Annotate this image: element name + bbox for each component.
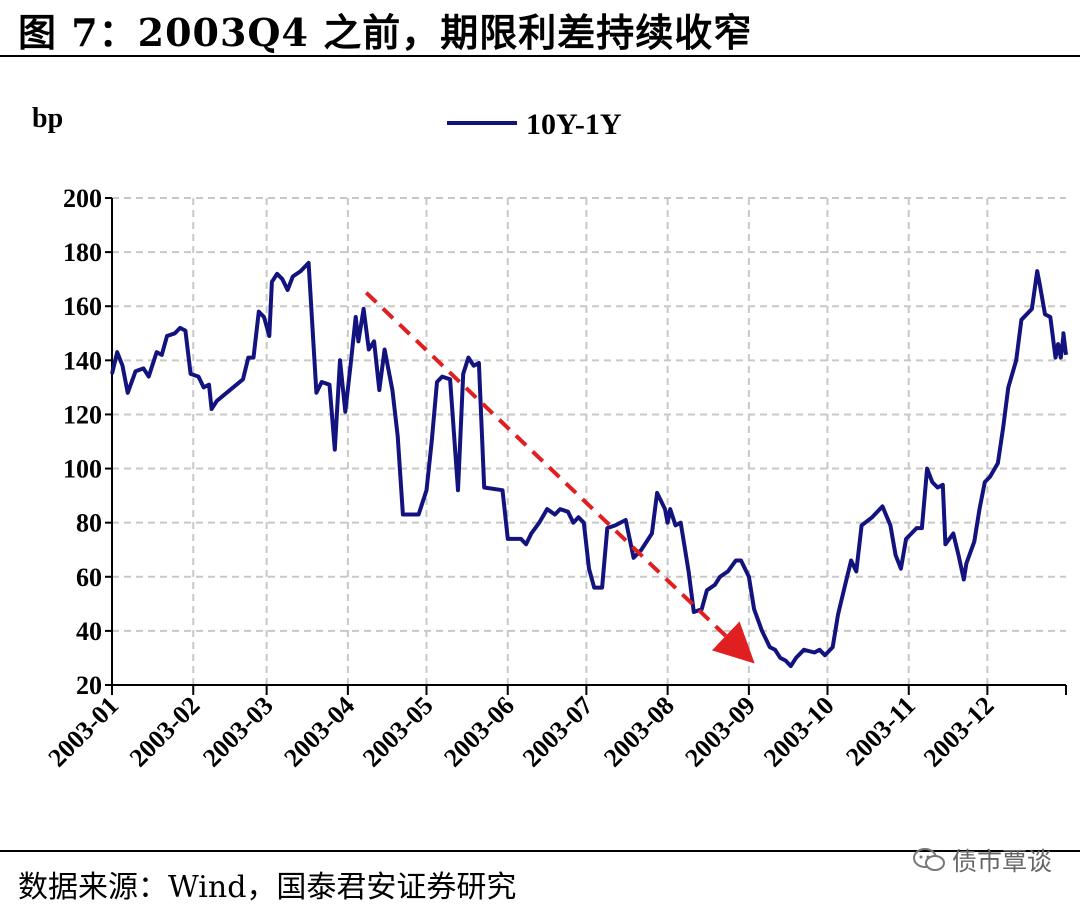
y-tick-label: 160 (63, 292, 102, 321)
trend-arrow (364, 291, 755, 664)
annotations (364, 291, 755, 664)
x-tick-label: 2003-07 (517, 691, 599, 773)
y-tick-label: 100 (63, 455, 102, 484)
axes: 20 40 60 80 100 120 140 160 180 200 2003-01 2003-02… (42, 184, 1067, 773)
x-tick-label: 2003-01 (42, 691, 124, 773)
legend-label-10y-1y: 10Y-1Y (526, 108, 622, 141)
y-tick-label: 60 (76, 563, 102, 592)
x-tick-label: 2003-12 (918, 691, 1000, 773)
y-axis-label: bp (32, 103, 63, 134)
y-tick-label: 180 (63, 238, 102, 267)
source-rule (0, 850, 1080, 852)
y-tick-label: 200 (63, 184, 102, 213)
y-tick-label: 80 (76, 509, 102, 538)
series-line-10y-1y (110, 260, 1068, 669)
chat-bubbles-icon (912, 848, 945, 871)
legend: 10Y-1Y (447, 108, 622, 141)
y-tick-label: 120 (63, 400, 102, 429)
y-tick-label: 20 (76, 671, 102, 700)
watermark: 债市覃谈 (912, 842, 1052, 878)
figure-title: 图 7：2003Q4 之前，期限利差持续收窄 (18, 10, 753, 55)
x-tick-label: 2003-11 (840, 691, 921, 772)
x-tick-label: 2003-02 (124, 691, 206, 773)
line-chart: 20 40 60 80 100 120 140 160 180 200 2003-01 2003-02… (32, 103, 1068, 773)
source-note: 数据来源：Wind，国泰君安证券研究 (18, 870, 517, 905)
x-tick-label: 2003-08 (598, 691, 680, 773)
x-tick-label: 2003-06 (438, 691, 520, 773)
y-tick-label: 40 (76, 617, 102, 646)
x-tick-label: 2003-04 (278, 691, 360, 773)
x-tick-label: 2003-03 (197, 691, 279, 773)
y-tick-label: 140 (63, 346, 102, 375)
series-layer (110, 260, 1068, 669)
x-tick-label: 2003-05 (357, 691, 439, 773)
x-tick-label: 2003-10 (758, 691, 840, 773)
gridlines (112, 197, 1066, 685)
title-rule (0, 55, 1080, 57)
watermark-text: 债市覃谈 (951, 847, 1052, 876)
x-tick-label: 2003-09 (679, 691, 761, 773)
